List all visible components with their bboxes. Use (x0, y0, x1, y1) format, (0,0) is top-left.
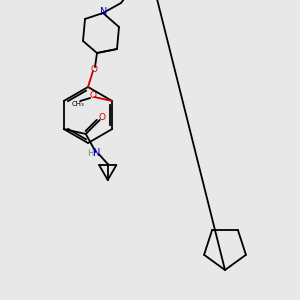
Text: N: N (93, 148, 100, 158)
Text: CH₃: CH₃ (72, 101, 85, 107)
Text: O: O (91, 64, 98, 74)
Text: N: N (100, 7, 108, 17)
Text: O: O (98, 112, 105, 122)
Text: H: H (88, 149, 94, 158)
Text: O: O (90, 92, 97, 100)
